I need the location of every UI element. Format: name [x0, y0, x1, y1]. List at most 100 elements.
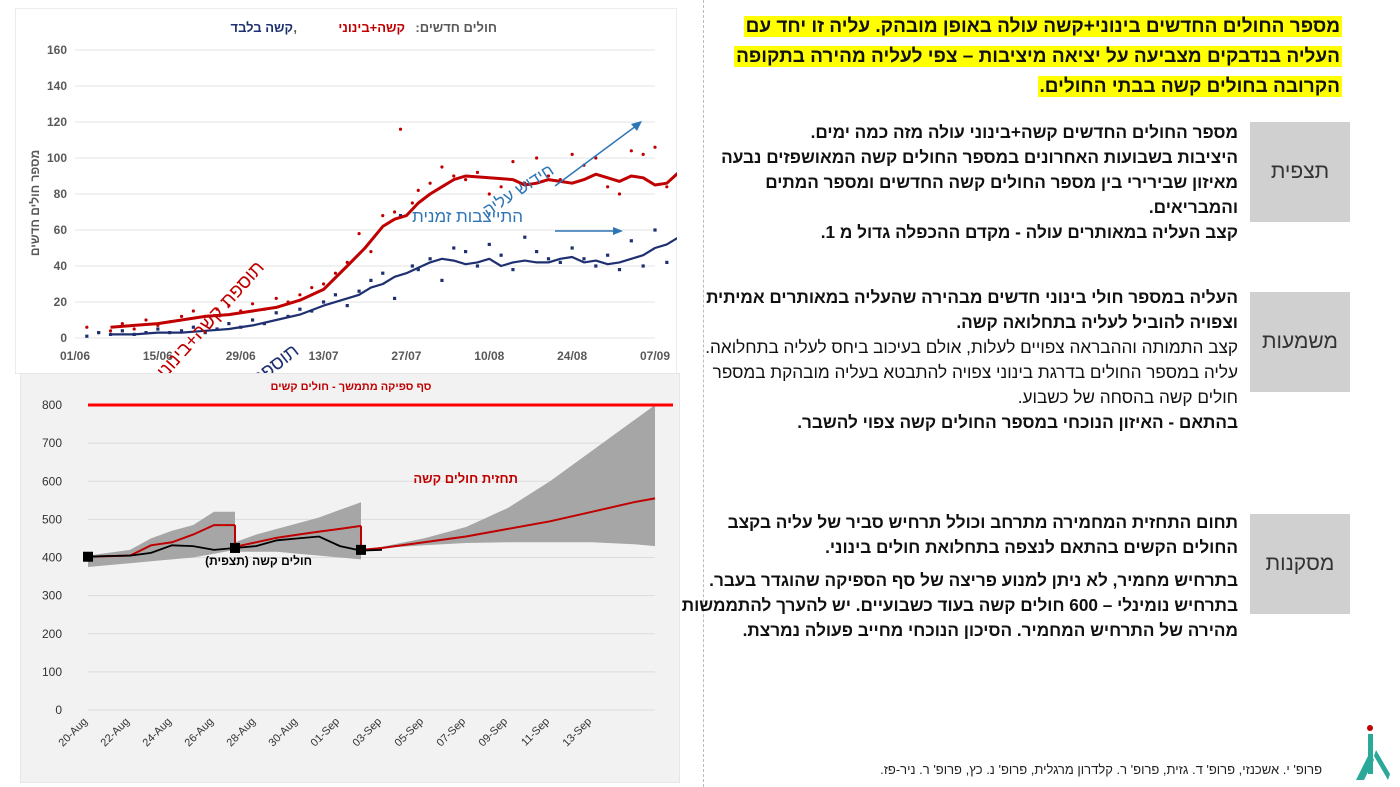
data-point-navy: [582, 257, 586, 261]
data-point-navy: [321, 300, 326, 304]
data-point-red: [629, 149, 633, 153]
data-point-navy: [487, 242, 491, 246]
data-point-red: [108, 329, 113, 333]
observation-line: קצב העליה במאותרים עולה - מקדם ההכפלה גד…: [820, 222, 1238, 242]
data-point-navy: [440, 278, 444, 282]
y-tick-label: 300: [42, 589, 62, 603]
data-point-navy: [357, 289, 361, 293]
y-tick-label: 0: [55, 703, 62, 717]
observation-line: היציבות בשבועות האחרונים במספר החולים קש…: [721, 147, 1238, 217]
x-tick-label: 07/09: [640, 349, 670, 363]
y-tick-label: 120: [47, 115, 67, 129]
data-point-navy: [250, 318, 255, 322]
data-point-red: [570, 152, 574, 156]
data-point-navy: [606, 253, 610, 257]
data-point-navy: [665, 260, 669, 264]
data-point-navy: [523, 235, 527, 239]
observed-label: חולים קשה (תצפית): [205, 554, 312, 568]
data-point-red: [227, 304, 231, 308]
chart1-title-sep: ,: [293, 20, 297, 35]
data-point-navy: [416, 268, 420, 272]
data-point-red: [428, 181, 432, 185]
data-point-red: [274, 296, 278, 300]
observation-line: מספר החולים החדשים קשה+בינוני עולה מזה כ…: [810, 122, 1238, 142]
data-point-red: [132, 327, 136, 331]
section-text-observation: מספר החולים החדשים קשה+בינוני עולה מזה כ…: [678, 120, 1238, 245]
chart1-title-navy: קשה בלבד: [231, 20, 294, 35]
data-point-navy: [617, 268, 622, 272]
data-point-navy: [191, 325, 195, 329]
data-point-red: [369, 250, 373, 254]
data-point-red: [452, 174, 456, 178]
forecast-band: [88, 511, 235, 567]
y-tick-label: 800: [42, 398, 62, 412]
data-point-navy: [452, 246, 456, 250]
data-point-navy: [392, 296, 397, 300]
data-point-red: [310, 286, 314, 290]
data-point-red: [535, 156, 539, 160]
conclusions-line: תחום התחזית המחמירה מתרחב וכולל תרחיש סב…: [727, 512, 1238, 557]
y-tick-label: 0: [60, 331, 67, 345]
data-point-navy: [475, 264, 480, 268]
trend-up-arrowhead: [631, 121, 642, 131]
forecast-label: תחזית חולים קשה: [413, 471, 518, 486]
y-tick-label: 40: [54, 259, 68, 273]
data-point-red: [381, 214, 385, 218]
y-tick-label: 80: [54, 187, 68, 201]
data-point-navy: [120, 329, 124, 333]
headline: מספר החולים החדשים בינוני+קשה עולה באופן…: [722, 12, 1342, 102]
y-tick-label: 140: [47, 79, 67, 93]
capacity-forecast-chart: סף ספיקה מתמשך - חולים קשים 0 100 200 300 40…: [20, 373, 680, 783]
data-point-red: [398, 127, 403, 131]
y-tick-label: 400: [42, 551, 62, 565]
data-point-red: [410, 201, 414, 205]
data-point-red: [333, 271, 338, 275]
meaning-line: בהתאם - האיזון הנוכחי במספר החולים קשה צ…: [797, 412, 1238, 432]
annotation-trend-flat: התייצבות זמנית: [412, 207, 523, 226]
x-tick-label: 10/08: [474, 349, 504, 363]
data-point-navy: [203, 331, 207, 335]
trend-flat-arrowhead: [613, 227, 623, 235]
section-label-conclusions: מסקנות: [1250, 514, 1350, 614]
y-tick-label: 160: [47, 43, 67, 57]
chart1-title-prefix: חולים חדשים:: [415, 20, 497, 35]
data-point-navy: [333, 293, 338, 297]
data-point-red: [357, 232, 361, 236]
x-tick-label: 27/07: [391, 349, 421, 363]
data-point-red: [298, 293, 302, 297]
data-point-navy: [428, 257, 432, 261]
data-point-navy: [499, 253, 503, 257]
data-point-navy: [641, 264, 645, 268]
logo-icon: [1356, 725, 1390, 780]
data-point-navy: [511, 268, 515, 272]
y-tick-label: 600: [42, 474, 62, 488]
y-tick-label: 700: [42, 436, 62, 450]
y-tick-label: 100: [47, 151, 67, 165]
data-point-navy: [464, 250, 468, 254]
data-point-navy: [653, 228, 657, 232]
x-tick-label: 15/06: [143, 349, 173, 363]
x-tick-label: 01/06: [60, 349, 90, 363]
data-point-red: [475, 170, 480, 174]
data-point-red: [321, 282, 326, 286]
conclusions-line: בתרחיש מחמיר, לא ניתן למנוע פריצה של סף …: [681, 570, 1238, 640]
chart1-title-red: קשה+בינוני: [338, 20, 405, 35]
data-point-red: [511, 160, 515, 164]
meaning-line: העליה במספר חולי בינוני חדשים מבהירה שהע…: [706, 287, 1238, 332]
data-point-red: [440, 165, 444, 169]
data-point-navy: [298, 307, 302, 311]
data-point-red: [392, 210, 397, 214]
observed-marker: [356, 544, 366, 555]
data-point-red: [120, 322, 124, 326]
y-tick-label: 200: [42, 627, 62, 641]
data-point-navy: [85, 334, 89, 338]
data-point-red: [617, 192, 622, 196]
data-point-red: [85, 325, 89, 329]
data-point-navy: [156, 327, 160, 331]
data-point-navy: [369, 278, 373, 282]
forecast-band: [235, 502, 361, 560]
section-text-meaning: העליה במספר חולי בינוני חדשים מבהירה שהע…: [678, 285, 1238, 435]
data-point-red: [179, 314, 184, 318]
meaning-line: עליה במספר החולים בדרגת בינוני צפויה להת…: [712, 362, 1238, 407]
new-patients-chart: חולים חדשים: קשה+בינוני , קשה בלבד 0 20 40…: [15, 8, 677, 374]
